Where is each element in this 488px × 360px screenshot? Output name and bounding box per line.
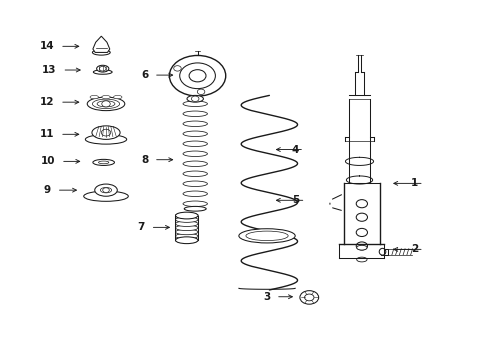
Circle shape [355,242,367,250]
Ellipse shape [175,217,198,222]
Ellipse shape [238,229,295,243]
Ellipse shape [92,126,120,139]
Circle shape [102,188,109,193]
Ellipse shape [102,95,110,99]
Text: 1: 1 [410,179,417,188]
Ellipse shape [183,201,207,207]
Circle shape [102,101,110,107]
Ellipse shape [113,95,122,99]
Ellipse shape [175,212,198,219]
Circle shape [355,213,367,221]
FancyArrowPatch shape [332,195,341,199]
Ellipse shape [87,97,124,111]
Ellipse shape [175,225,198,231]
Ellipse shape [175,233,198,239]
Text: 4: 4 [290,145,298,154]
Text: 7: 7 [137,222,144,232]
Ellipse shape [356,245,366,250]
Text: 14: 14 [40,41,54,51]
Ellipse shape [92,99,120,109]
Ellipse shape [183,121,207,126]
Ellipse shape [183,131,207,136]
Ellipse shape [93,159,114,166]
Ellipse shape [183,181,207,186]
Text: 6: 6 [141,70,148,80]
Circle shape [180,63,215,89]
Circle shape [197,89,204,95]
Ellipse shape [92,50,110,55]
Text: 13: 13 [42,65,57,75]
Ellipse shape [183,101,207,107]
Text: 8: 8 [141,155,148,165]
Text: 12: 12 [40,97,54,107]
Circle shape [173,66,181,71]
Ellipse shape [183,111,207,117]
Text: 3: 3 [263,292,270,302]
FancyArrowPatch shape [332,208,341,210]
Ellipse shape [175,213,198,218]
Circle shape [304,294,313,301]
Ellipse shape [97,65,109,72]
Ellipse shape [245,231,287,240]
Polygon shape [93,36,109,53]
Ellipse shape [83,191,128,201]
Ellipse shape [183,191,207,197]
Text: 9: 9 [44,185,51,195]
Ellipse shape [175,221,198,226]
Ellipse shape [90,95,98,99]
Circle shape [355,200,367,208]
Ellipse shape [183,171,207,176]
Ellipse shape [183,141,207,147]
Circle shape [189,70,205,82]
Circle shape [355,228,367,237]
Circle shape [101,129,110,136]
Ellipse shape [175,237,198,244]
Ellipse shape [85,135,126,144]
Ellipse shape [95,184,117,196]
Ellipse shape [98,161,109,164]
Circle shape [169,55,225,96]
Text: 10: 10 [41,156,55,166]
FancyBboxPatch shape [380,249,387,255]
Ellipse shape [184,206,206,211]
Circle shape [99,66,106,71]
Ellipse shape [356,257,366,262]
Ellipse shape [100,188,111,193]
Ellipse shape [175,229,198,235]
Ellipse shape [97,101,115,107]
Text: 11: 11 [40,129,54,139]
Ellipse shape [379,248,385,255]
Text: 2: 2 [410,244,417,255]
Text: 5: 5 [292,195,299,205]
Circle shape [299,291,318,304]
Ellipse shape [93,70,112,74]
Ellipse shape [175,238,198,243]
Circle shape [191,96,199,102]
Ellipse shape [186,95,203,102]
Ellipse shape [183,151,207,157]
Ellipse shape [183,161,207,167]
